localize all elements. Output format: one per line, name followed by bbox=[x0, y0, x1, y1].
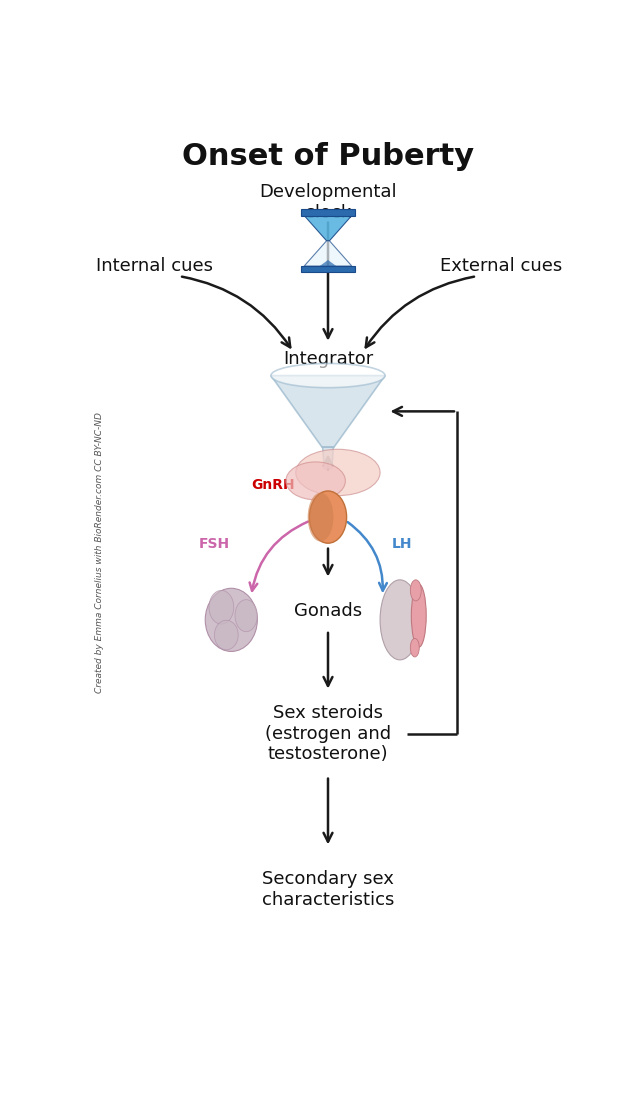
Ellipse shape bbox=[235, 600, 257, 631]
Polygon shape bbox=[304, 241, 352, 266]
Ellipse shape bbox=[410, 639, 419, 656]
Ellipse shape bbox=[309, 491, 347, 544]
Polygon shape bbox=[319, 260, 337, 266]
Text: FSH: FSH bbox=[198, 537, 230, 551]
Ellipse shape bbox=[209, 591, 234, 624]
Text: Secondary sex
characteristics: Secondary sex characteristics bbox=[262, 870, 394, 909]
Ellipse shape bbox=[205, 589, 257, 651]
Ellipse shape bbox=[380, 580, 420, 660]
Polygon shape bbox=[323, 447, 333, 468]
Polygon shape bbox=[322, 493, 334, 507]
Polygon shape bbox=[301, 266, 355, 272]
Ellipse shape bbox=[214, 620, 238, 650]
Ellipse shape bbox=[296, 450, 380, 496]
Ellipse shape bbox=[271, 363, 385, 387]
Text: Gonads: Gonads bbox=[294, 603, 362, 620]
Text: Integrator: Integrator bbox=[283, 350, 373, 368]
Text: Onset of Puberty: Onset of Puberty bbox=[182, 142, 474, 171]
Text: Sex steroids
(estrogen and
testosterone): Sex steroids (estrogen and testosterone) bbox=[265, 703, 391, 764]
Polygon shape bbox=[271, 375, 385, 447]
Text: LH: LH bbox=[392, 537, 413, 551]
Text: Internal cues: Internal cues bbox=[96, 257, 213, 275]
Ellipse shape bbox=[308, 492, 333, 542]
Text: External cues: External cues bbox=[440, 257, 563, 275]
Polygon shape bbox=[304, 216, 352, 241]
Polygon shape bbox=[301, 209, 355, 216]
Text: Developmental
clock: Developmental clock bbox=[259, 184, 397, 222]
Ellipse shape bbox=[410, 580, 421, 601]
Ellipse shape bbox=[412, 584, 426, 648]
Text: Created by Emma Cornelius with BioRender.com CC BY-NC-ND: Created by Emma Cornelius with BioRender… bbox=[95, 412, 104, 693]
Text: GnRH: GnRH bbox=[252, 478, 295, 492]
Ellipse shape bbox=[286, 462, 346, 500]
